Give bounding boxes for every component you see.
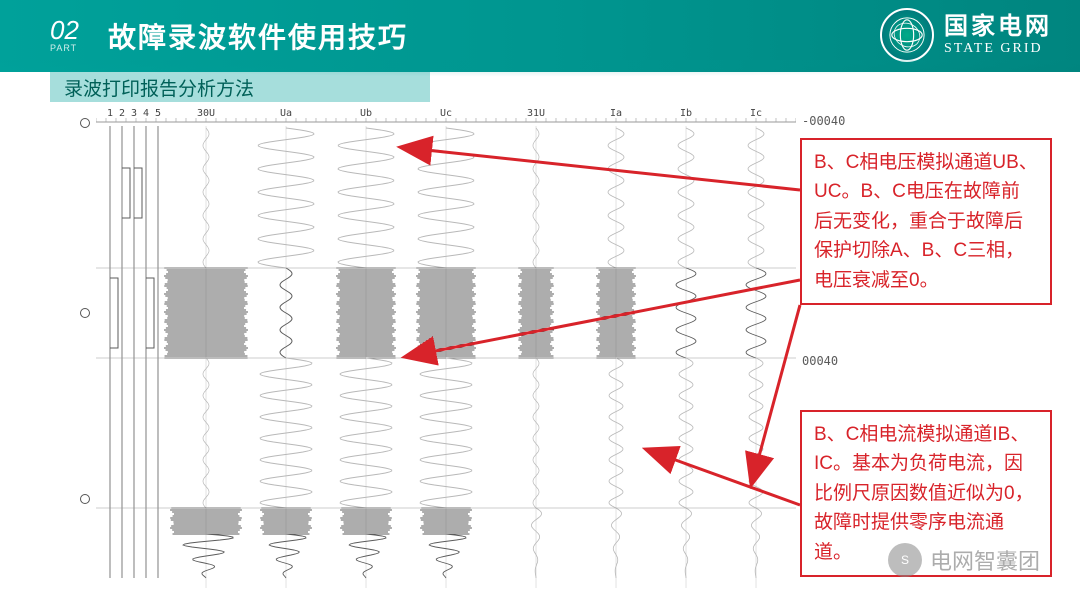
watermark-icon: S [888,543,922,577]
brand-en: STATE GRID [944,41,1052,56]
marker-dot [80,308,90,318]
subtitle-ribbon: 录波打印报告分析方法 [50,72,430,102]
subtitle-text: 录波打印报告分析方法 [64,74,254,101]
waveform-panel: 12345 30U Ua Ub Uc 31U Ia Ib Ic [96,108,796,596]
brand-logo: 国家电网 STATE GRID [880,8,1052,62]
waveform-svg: 12345 30U Ua Ub Uc 31U Ia Ib Ic [96,108,796,596]
marker-dot [80,494,90,504]
svg-text:Uc: Uc [440,108,452,119]
svg-text:4: 4 [143,108,149,119]
svg-text:31U: 31U [527,108,545,119]
annotation-current-text: B、C相电流模拟通道IB、IC。基本为负荷电流，因比例尺原因数值近似为0，故障时… [814,424,1034,563]
svg-text:Ic: Ic [750,108,762,119]
part-number: 02 [50,17,96,43]
watermark: S 电网智囊团 [888,543,1040,577]
stategrid-emblem-icon [880,8,934,62]
svg-text:Ua: Ua [280,108,292,119]
svg-text:Ub: Ub [360,108,372,119]
svg-text:Ib: Ib [680,108,692,119]
part-badge: 02 PART [50,17,96,55]
svg-text:3: 3 [131,108,137,119]
part-label: PART [50,43,96,53]
annotation-voltage: B、C相电压模拟通道UB、UC。B、C电压在故障前后无变化，重合于故障后保护切除… [800,138,1052,305]
svg-text:1: 1 [107,108,113,119]
annotation-voltage-text: B、C相电压模拟通道UB、UC。B、C电压在故障前后无变化，重合于故障后保护切除… [814,152,1038,291]
svg-text:30U: 30U [197,108,215,119]
watermark-text: 电网智囊团 [930,544,1040,576]
time-label: 00040 [802,354,838,368]
brand-text: 国家电网 STATE GRID [944,14,1052,56]
header-bar: 02 PART 故障录波软件使用技巧 国家电网 STATE GRID [0,0,1080,72]
svg-text:Ia: Ia [610,108,622,119]
marker-dot [80,118,90,128]
svg-text:2: 2 [119,108,125,119]
time-label: -00040 [802,114,845,128]
svg-text:5: 5 [155,108,161,119]
brand-cn: 国家电网 [944,14,1052,40]
page-title: 故障录波软件使用技巧 [108,16,408,56]
